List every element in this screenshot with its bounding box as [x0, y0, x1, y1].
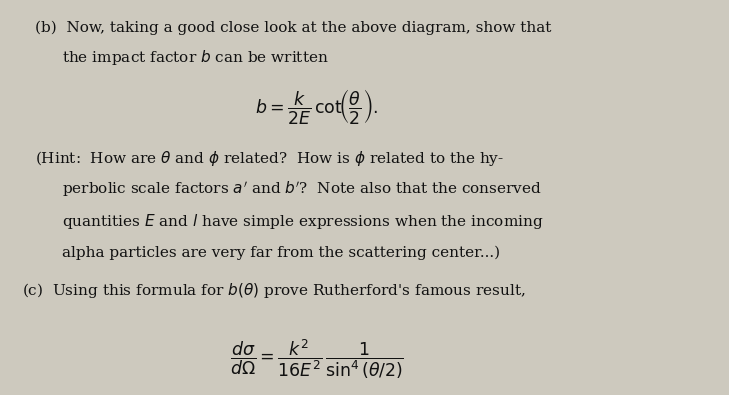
- Text: the impact factor $b$ can be written: the impact factor $b$ can be written: [62, 48, 329, 67]
- Text: $b = \dfrac{k}{2E}\,\mathrm{cot}\!\left(\dfrac{\theta}{2}\right).$: $b = \dfrac{k}{2E}\,\mathrm{cot}\!\left(…: [255, 87, 379, 126]
- Text: perbolic scale factors $a'$ and $b'$?  Note also that the conserved: perbolic scale factors $a'$ and $b'$? No…: [62, 180, 542, 199]
- Text: (Hint:  How are $\theta$ and $\phi$ related?  How is $\phi$ related to the hy-: (Hint: How are $\theta$ and $\phi$ relat…: [35, 149, 504, 167]
- Text: alpha particles are very far from the scattering center...): alpha particles are very far from the sc…: [62, 246, 500, 260]
- Text: (c)  Using this formula for $b(\theta)$ prove Rutherford's famous result,: (c) Using this formula for $b(\theta)$ p…: [22, 281, 526, 300]
- Text: $\dfrac{d\sigma}{d\Omega} = \dfrac{k^{2}}{16E^{2}}\,\dfrac{1}{\sin^{4}(\theta/2): $\dfrac{d\sigma}{d\Omega} = \dfrac{k^{2}…: [230, 338, 404, 381]
- Text: quantities $E$ and $l$ have simple expressions when the incoming: quantities $E$ and $l$ have simple expre…: [62, 212, 544, 231]
- Text: (b)  Now, taking a good close look at the above diagram, show that: (b) Now, taking a good close look at the…: [35, 21, 551, 35]
